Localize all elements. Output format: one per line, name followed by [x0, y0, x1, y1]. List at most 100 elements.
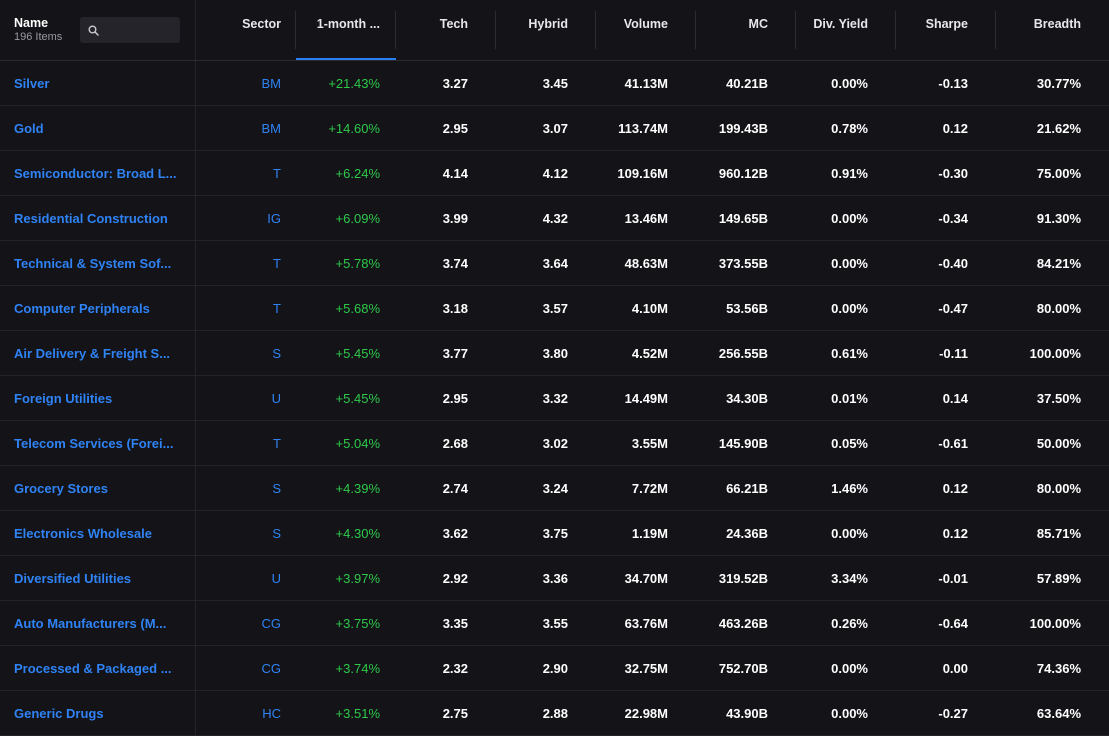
industry-name-link[interactable]: Gold — [14, 120, 44, 136]
sector-link[interactable]: CG — [261, 615, 282, 631]
table-header: Name 196 Items Sector 1-month ... Tech H… — [0, 0, 1109, 61]
industry-name-link[interactable]: Residential Construction — [14, 210, 168, 226]
sector-link[interactable]: BM — [261, 75, 282, 91]
industry-name-link[interactable]: Generic Drugs — [14, 705, 104, 721]
hybrid-score: 3.57 — [542, 300, 568, 316]
industry-name-link[interactable]: Silver — [14, 75, 50, 91]
market-cap-value: 34.30B — [726, 390, 768, 406]
sector-link[interactable]: S — [272, 480, 281, 496]
header-name-cell: Name 196 Items — [0, 0, 196, 60]
table-row[interactable]: Telecom Services (Forei... T +5.04% 2.68… — [0, 421, 1109, 466]
table-row[interactable]: Gold BM +14.60% 2.95 3.07 113.74M 199.43… — [0, 106, 1109, 151]
table-row[interactable]: Diversified Utilities U +3.97% 2.92 3.36… — [0, 556, 1109, 601]
row-sector-cell: T — [196, 286, 296, 330]
industry-name-link[interactable]: Semiconductor: Broad L... — [14, 165, 177, 181]
hybrid-score: 3.75 — [542, 525, 568, 541]
dividend-yield-value: 0.78% — [831, 120, 868, 136]
row-name-cell: Silver — [0, 61, 196, 105]
header-sector[interactable]: Sector — [196, 0, 296, 60]
industry-name-link[interactable]: Auto Manufacturers (M... — [14, 615, 167, 631]
name-header-label[interactable]: Name — [14, 15, 49, 30]
dividend-yield-value: 0.91% — [831, 165, 868, 181]
sector-link[interactable]: HC — [262, 705, 281, 721]
dividend-yield-value: 0.01% — [831, 390, 868, 406]
one-month-change: +6.09% — [335, 210, 380, 226]
table-row[interactable]: Generic Drugs HC +3.51% 2.75 2.88 22.98M… — [0, 691, 1109, 736]
industry-name-link[interactable]: Diversified Utilities — [14, 570, 132, 586]
table-row[interactable]: Air Delivery & Freight S... S +5.45% 3.7… — [0, 331, 1109, 376]
table-row[interactable]: Auto Manufacturers (M... CG +3.75% 3.35 … — [0, 601, 1109, 646]
industry-name-link[interactable]: Air Delivery & Freight S... — [14, 345, 171, 361]
sector-link[interactable]: U — [271, 390, 281, 406]
industry-name-link[interactable]: Electronics Wholesale — [14, 525, 152, 541]
header-tech[interactable]: Tech — [396, 0, 496, 60]
tech-score: 3.74 — [442, 255, 468, 271]
industry-name-link[interactable]: Foreign Utilities — [14, 390, 113, 406]
sector-link[interactable]: S — [272, 345, 281, 361]
dividend-yield-value: 0.05% — [831, 435, 868, 451]
tech-score: 2.32 — [442, 660, 468, 676]
header-breadth[interactable]: Breadth — [1033, 17, 1081, 31]
header-div-yield[interactable]: Div. Yield — [796, 0, 896, 60]
sector-link[interactable]: U — [271, 570, 281, 586]
tech-score: 3.18 — [442, 300, 468, 316]
sharpe-value: 0.14 — [942, 390, 968, 406]
volume-value: 34.70M — [624, 570, 668, 586]
volume-value: 109.16M — [617, 165, 668, 181]
breadth-value: 85.71% — [1036, 525, 1081, 541]
industry-name-link[interactable]: Processed & Packaged ... — [14, 660, 172, 676]
table-row[interactable]: Foreign Utilities U +5.45% 2.95 3.32 14.… — [0, 376, 1109, 421]
one-month-change: +5.68% — [335, 300, 380, 316]
one-month-change: +3.51% — [335, 705, 380, 721]
market-cap-value: 43.90B — [726, 705, 768, 721]
sector-link[interactable]: T — [273, 165, 281, 181]
header-1-month[interactable]: 1-month ... — [296, 0, 396, 60]
row-name-cell: Computer Peripherals — [0, 286, 196, 330]
header-hybrid[interactable]: Hybrid — [496, 0, 596, 60]
tech-score: 3.77 — [442, 345, 468, 361]
tech-score: 2.75 — [442, 705, 468, 721]
dividend-yield-value: 0.26% — [831, 615, 868, 631]
one-month-change: +14.60% — [328, 120, 380, 136]
market-cap-value: 319.52B — [718, 570, 768, 586]
dividend-yield-value: 0.00% — [831, 525, 868, 541]
sector-link[interactable]: T — [273, 435, 281, 451]
search-icon — [88, 25, 100, 36]
volume-value: 48.63M — [624, 255, 668, 271]
row-name-cell: Diversified Utilities — [0, 556, 196, 600]
sector-link[interactable]: BM — [261, 120, 282, 136]
industry-name-link[interactable]: Computer Peripherals — [14, 300, 150, 316]
header-volume[interactable]: Volume — [596, 0, 696, 60]
tech-score: 2.95 — [442, 120, 468, 136]
name-column-header[interactable]: Name 196 Items — [14, 15, 62, 44]
sharpe-value: -0.64 — [938, 615, 968, 631]
table-row[interactable]: Residential Construction IG +6.09% 3.99 … — [0, 196, 1109, 241]
sector-link[interactable]: S — [272, 525, 281, 541]
sector-link[interactable]: IG — [267, 210, 281, 226]
table-row[interactable]: Technical & System Sof... T +5.78% 3.74 … — [0, 241, 1109, 286]
table-row[interactable]: Semiconductor: Broad L... T +6.24% 4.14 … — [0, 151, 1109, 196]
table-row[interactable]: Electronics Wholesale S +4.30% 3.62 3.75… — [0, 511, 1109, 556]
header-mc[interactable]: MC — [696, 0, 796, 60]
row-name-cell: Auto Manufacturers (M... — [0, 601, 196, 645]
search-input[interactable] — [80, 17, 181, 43]
header-sharpe[interactable]: Sharpe — [896, 0, 996, 60]
sector-link[interactable]: T — [273, 255, 281, 271]
table-row[interactable]: Grocery Stores S +4.39% 2.74 3.24 7.72M … — [0, 466, 1109, 511]
industry-name-link[interactable]: Telecom Services (Forei... — [14, 435, 174, 451]
table-row[interactable]: Computer Peripherals T +5.68% 3.18 3.57 … — [0, 286, 1109, 331]
breadth-value: 50.00% — [1036, 435, 1081, 451]
header-1-month-label[interactable]: 1-month ... — [316, 17, 380, 31]
dividend-yield-value: 0.00% — [831, 75, 868, 91]
volume-value: 4.52M — [631, 345, 668, 361]
market-cap-value: 463.26B — [718, 615, 768, 631]
table-row[interactable]: Silver BM +21.43% 3.27 3.45 41.13M 40.21… — [0, 61, 1109, 106]
table-row[interactable]: Processed & Packaged ... CG +3.74% 2.32 … — [0, 646, 1109, 691]
sector-link[interactable]: CG — [261, 660, 282, 676]
market-cap-value: 256.55B — [718, 345, 768, 361]
tech-score: 4.14 — [442, 165, 468, 181]
sector-link[interactable]: T — [273, 300, 281, 316]
industry-name-link[interactable]: Grocery Stores — [14, 480, 108, 496]
volume-value: 41.13M — [624, 75, 668, 91]
industry-name-link[interactable]: Technical & System Sof... — [14, 255, 172, 271]
